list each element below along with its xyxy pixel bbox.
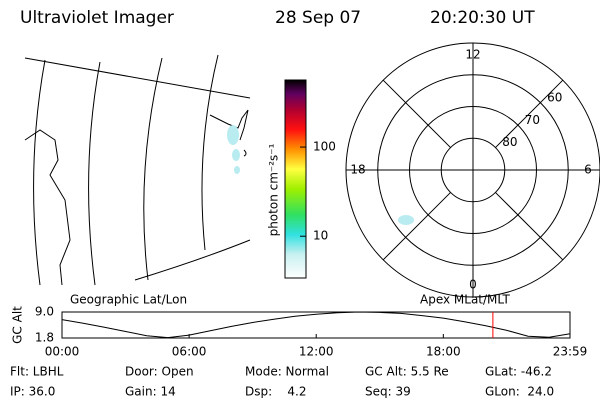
info-field: Dsp: 4.2 [245, 385, 307, 399]
polar-lat-label: 80 [502, 135, 517, 149]
x-tick-label: 00:00 [45, 345, 80, 359]
info-field: IP: 36.0 [10, 385, 55, 399]
instrument-title: Ultraviolet Imager [20, 8, 174, 28]
info-field: GLat: -46.2 [485, 365, 552, 379]
y-tick-label: 1.8 [35, 331, 54, 345]
colorbar-tick-label: 100 [313, 140, 336, 154]
polar-spoke [382, 192, 451, 261]
map-label: Geographic Lat/Lon [70, 293, 187, 307]
colorbar-tick-label: 10 [313, 229, 328, 243]
map [24, 54, 251, 286]
polar-hour-label: 18 [350, 163, 365, 177]
info-field: Gain: 14 [125, 385, 176, 399]
polar-hour-label: 6 [584, 163, 592, 177]
info-field: GLon: 24.0 [485, 385, 554, 399]
info-field: Door: Open [125, 365, 194, 379]
date: 28 Sep 07 [275, 8, 361, 28]
info-field: Flt: LBHL [10, 365, 64, 379]
polar-hour-label: 0 [469, 278, 477, 292]
x-tick-label: 18:00 [426, 345, 461, 359]
colorbar-label: photon cm⁻²s⁻¹ [267, 143, 281, 236]
y-axis-label: GC Alt [11, 306, 25, 344]
polar-spoke [495, 79, 564, 148]
y-tick-label: 9.0 [35, 305, 54, 319]
polar-lat-label: 60 [547, 90, 562, 104]
x-tick-label: 06:00 [172, 345, 207, 359]
polar-hour-label: 12 [465, 48, 480, 62]
info-field: Seq: 39 [365, 385, 411, 399]
polar-label: Apex MLat/MLT [420, 293, 510, 307]
time: 20:20:30 UT [430, 8, 535, 28]
x-tick-label: 12:00 [299, 345, 334, 359]
info-field: GC Alt: 5.5 Re [365, 365, 449, 379]
polar-lat-label: 70 [525, 113, 540, 127]
x-tick-label: 23:59 [553, 345, 588, 359]
colorbar [284, 79, 307, 279]
altitude-line [61, 311, 571, 339]
polar-spoke [495, 192, 564, 261]
polar-spoke [382, 79, 451, 148]
info-field: Mode: Normal [245, 365, 329, 379]
